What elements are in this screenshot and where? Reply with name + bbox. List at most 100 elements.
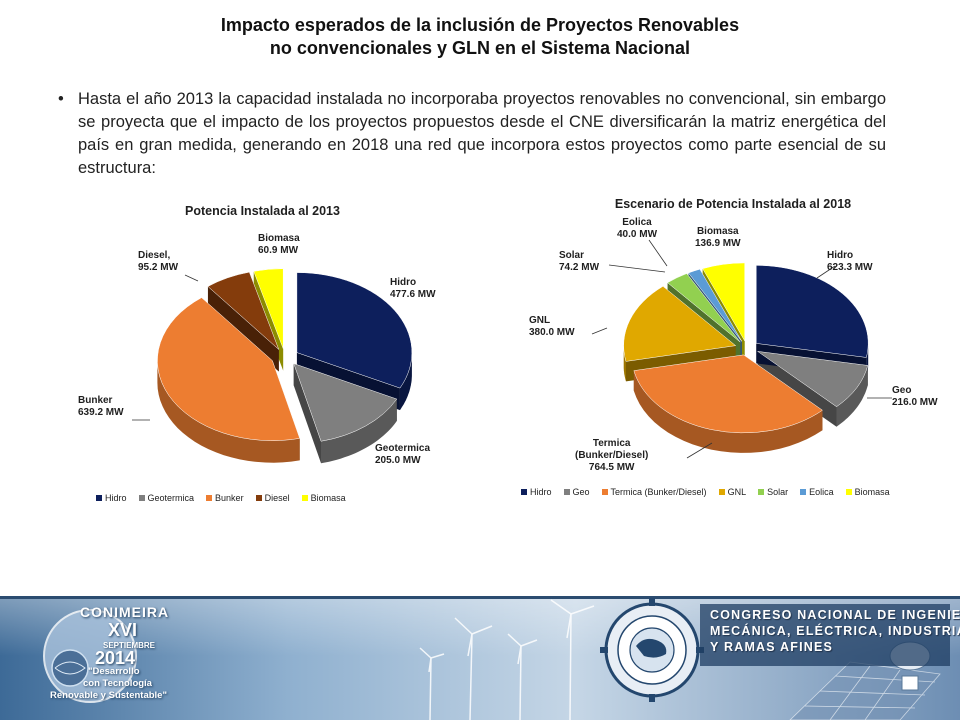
chart-2018-legend-swatch-1 bbox=[563, 489, 570, 495]
chart-2018-legend-item-5: Eolica bbox=[800, 487, 834, 497]
bullet-marker: • bbox=[58, 90, 64, 108]
label-2018-geo: Geo 216.0 MW bbox=[892, 385, 938, 409]
pie2013-slice-diesel bbox=[207, 271, 280, 350]
chart-2013-legend-item-1: Geotermica bbox=[138, 493, 195, 503]
label-2018-termica-line1: Termica bbox=[592, 438, 631, 449]
chart-2013-legend-item-2: Bunker bbox=[206, 493, 244, 503]
pie2018-slice-hidro bbox=[755, 265, 869, 358]
chart-2018: Escenario de Potencia Instalada al 2018 … bbox=[517, 188, 949, 508]
chart-2018-legend-text-4: Solar bbox=[767, 487, 789, 497]
pie2018-side-2 bbox=[633, 370, 823, 453]
leader-2018-gnl bbox=[591, 327, 608, 335]
slide-title: Impacto esperados de la inclusión de Pro… bbox=[0, 14, 960, 60]
leader-2018-solar bbox=[608, 264, 666, 273]
label-2013-diesel: Diesel, 95.2 MW bbox=[138, 250, 178, 274]
label-2018-hidro-name: Hidro bbox=[827, 250, 854, 261]
bullet-text: Hasta el año 2013 la capacidad instalada… bbox=[78, 90, 886, 177]
pie2018-slice-eolica bbox=[688, 268, 743, 342]
chart-2013-legend: Hidro Geotermica Bunker Diesel Biomasa bbox=[96, 493, 358, 503]
chart-2018-legend-text-2: Termica (Bunker/Diesel) bbox=[610, 487, 707, 497]
footer-background bbox=[0, 596, 960, 720]
chart-2018-legend-swatch-6 bbox=[845, 489, 852, 495]
chart-2018-legend-item-3: GNL bbox=[718, 487, 747, 497]
label-2013-biomasa: Biomasa 60.9 MW bbox=[258, 233, 300, 257]
label-2018-biomasa: Biomasa 136.9 MW bbox=[695, 226, 741, 250]
chart-2013-legend-item-0: Hidro bbox=[96, 493, 127, 503]
label-2018-gnl-value: 380.0 MW bbox=[529, 327, 575, 338]
pie2018-slice-termica-bunker-diesel- bbox=[633, 354, 823, 434]
label-2013-diesel-name: Diesel, bbox=[138, 250, 171, 261]
footer-left-slogan-1: "Desarrollo bbox=[88, 666, 140, 677]
slide-title-line2: no convencionales y GLN en el Sistema Na… bbox=[269, 38, 691, 58]
footer-banner: CONIMEIRA XVI SEPTIEMBRE 2014 "Desarroll… bbox=[0, 596, 960, 720]
pie2013-side-1 bbox=[321, 399, 397, 464]
pie2018-slice-biomasa bbox=[702, 262, 745, 342]
label-2018-solar-value: 74.2 MW bbox=[559, 262, 600, 273]
label-2018-eolica: Eolica 40.0 MW bbox=[617, 217, 657, 241]
chart-2018-legend-swatch-2 bbox=[601, 489, 608, 495]
congreso-line-1: CONGRESO NACIONAL DE INGENIERÍA bbox=[710, 608, 960, 622]
chart-2018-legend-swatch-4 bbox=[758, 489, 765, 495]
label-2018-geo-value: 216.0 MW bbox=[892, 397, 938, 408]
chart-2013-legend-swatch-1 bbox=[138, 495, 145, 501]
wind-turbine-icons bbox=[419, 599, 595, 720]
label-2013-geotermica: Geotermica 205.0 MW bbox=[375, 443, 430, 467]
chart-2018-legend-swatch-5 bbox=[800, 489, 807, 495]
label-2018-hidro: Hidro 623.3 MW bbox=[827, 250, 873, 274]
pie2018-slice-geo bbox=[757, 351, 869, 408]
bullet-paragraph: • Hasta el año 2013 la capacidad instala… bbox=[58, 88, 886, 180]
label-2013-diesel-value: 95.2 MW bbox=[138, 262, 179, 273]
label-2013-geotermica-name: Geotermica bbox=[375, 443, 431, 454]
chart-2018-legend-text-1: Geo bbox=[572, 487, 590, 497]
chart-2018-pie bbox=[591, 239, 892, 459]
chart-2013: Potencia Instalada al 2013 Biomasa 60.9 … bbox=[70, 195, 455, 515]
label-2018-termica-name-text: Termica (Bunker/Diesel) bbox=[575, 438, 648, 462]
leader-2018-termica bbox=[686, 442, 713, 459]
label-2018-termica-name: Termica (Bunker/Diesel) bbox=[575, 438, 648, 462]
chart-2018-legend-item-1: Geo bbox=[563, 487, 590, 497]
chart-2018-legend-text-5: Eolica bbox=[809, 487, 834, 497]
chart-2013-pie bbox=[132, 268, 413, 464]
label-2013-biomasa-value: 60.9 MW bbox=[258, 245, 299, 256]
label-2013-hidro-name: Hidro bbox=[390, 277, 417, 288]
leader-2018-hidro bbox=[816, 265, 836, 279]
leader-2013-diesel bbox=[184, 274, 199, 282]
pie2018-slice-gnl bbox=[623, 285, 737, 362]
chart-2018-legend-text-3: GNL bbox=[727, 487, 747, 497]
chart-2013-legend-text-0: Hidro bbox=[105, 493, 127, 503]
chart-2018-legend-swatch-3 bbox=[718, 489, 725, 495]
chart-2018-legend-item-6: Biomasa bbox=[845, 487, 890, 497]
chart-2018-legend-item-0: Hidro bbox=[521, 487, 552, 497]
label-2018-gnl-name: GNL bbox=[529, 315, 551, 326]
footer-left-slogan-3: Renovable y Sustentable" bbox=[50, 690, 167, 701]
footer-left-slogan-2: con Tecnología bbox=[83, 678, 152, 689]
label-2018-termica: Termica (Bunker/Diesel) 764.5 MW bbox=[575, 438, 648, 474]
pie2013-slice-biomasa bbox=[253, 268, 284, 349]
leader-2018-eolica bbox=[648, 239, 668, 267]
chart-2018-legend: Hidro Geo Termica (Bunker/Diesel) GNL Solar E… bbox=[521, 487, 902, 497]
chart-2018-legend-text-0: Hidro bbox=[530, 487, 552, 497]
label-2013-geotermica-value: 205.0 MW bbox=[375, 455, 421, 466]
label-2018-biomasa-name: Biomasa bbox=[696, 226, 739, 237]
footer-left-title: CONIMEIRA bbox=[80, 604, 170, 620]
label-2018-solar-name: Solar bbox=[559, 250, 585, 261]
chart-2018-title: Escenario de Potencia Instalada al 2018 bbox=[614, 197, 852, 211]
chart-2013-legend-swatch-4 bbox=[301, 495, 308, 501]
chart-2018-legend-swatch-0 bbox=[521, 489, 527, 495]
congreso-line-3: Y RAMAS AFINES bbox=[710, 640, 834, 654]
label-2018-solar: Solar 74.2 MW bbox=[559, 250, 599, 274]
congreso-line-2: MECÁNICA, ELÉCTRICA, INDUSTRIAL bbox=[710, 624, 960, 638]
pie2018-slice-solar bbox=[667, 273, 741, 343]
chart-2013-legend-text-1: Geotermica bbox=[147, 493, 195, 503]
chart-2013-legend-swatch-3 bbox=[255, 495, 262, 501]
label-2018-eolica-value: 40.0 MW bbox=[617, 229, 658, 240]
slide-title-line1: Impacto esperados de la inclusión de Pro… bbox=[220, 15, 740, 35]
label-2018-biomasa-value: 136.9 MW bbox=[695, 238, 741, 249]
label-2013-bunker-value: 639.2 MW bbox=[78, 407, 124, 418]
chart-2013-legend-item-3: Diesel bbox=[255, 493, 290, 503]
left-globe-icon bbox=[43, 609, 137, 703]
label-2013-hidro: Hidro 477.6 MW bbox=[390, 277, 436, 301]
label-2018-geo-name: Geo bbox=[892, 385, 912, 396]
conimeira-seal-icon bbox=[600, 598, 704, 702]
footer-left-numeral: XVI bbox=[108, 620, 138, 640]
